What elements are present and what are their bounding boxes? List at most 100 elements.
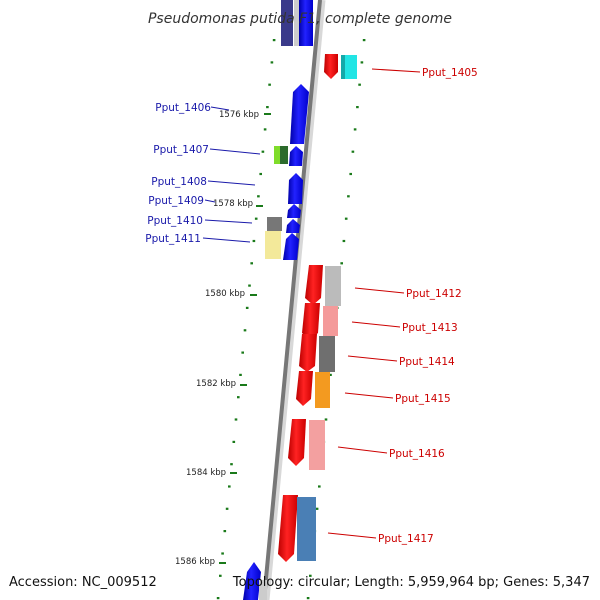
gene-block-bottom-partial <box>259 580 267 600</box>
gene-label-pput-1416: Pput_1416 <box>389 448 445 460</box>
gene-arrow-pput-1409 <box>287 204 301 218</box>
right-ring-dash <box>344 217 348 220</box>
right-ring-dash <box>340 262 343 265</box>
gene-arrow-pput-1414 <box>299 334 317 372</box>
left-ring-dash <box>219 574 222 577</box>
gene-label-pput-1406: Pput_1406 <box>155 102 211 114</box>
gene-block-pput-1407-green <box>274 146 280 164</box>
gene-arrow-bottom-partial <box>243 562 261 600</box>
accession-text: Accession: NC_009512 <box>9 575 157 590</box>
tick-label-1582: 1582 kbp <box>196 379 236 389</box>
left-ring-dash <box>268 83 271 86</box>
gene-block-pput-1410-grey <box>267 217 282 231</box>
gene-arrow-pput-1405 <box>324 54 338 79</box>
leader-pput-1406 <box>210 106 230 111</box>
left-ring-dash <box>254 217 258 220</box>
gene-arrow-pput-1412 <box>305 265 323 305</box>
map-title: Pseudomonas putida F1, complete genome <box>148 11 452 27</box>
gene-label-pput-1405: Pput_1405 <box>422 67 478 79</box>
left-ring-dash <box>263 128 267 131</box>
gene-block-pput-1405-cyan-dark <box>341 55 345 79</box>
topology-text: Topology: circular; Length: 5,959,964 bp… <box>232 575 590 590</box>
right-ring-dash <box>315 507 319 510</box>
right-ring-dash <box>351 150 355 153</box>
gene-label-pput-1410: Pput_1410 <box>147 215 203 227</box>
gene-arrow-pput-1417 <box>278 495 298 562</box>
left-ring-dash <box>248 284 251 287</box>
leader-pput-1413 <box>351 321 401 328</box>
left-ring-dash <box>225 507 229 510</box>
gene-label-pput-1413: Pput_1413 <box>402 322 458 334</box>
tick-label-1584: 1584 kbp <box>186 468 226 478</box>
leader-pput-1408 <box>207 180 256 186</box>
gene-top-partial-a <box>281 0 293 46</box>
left-ring-dash <box>237 396 240 399</box>
gene-arrow-pput-1410 <box>286 219 300 233</box>
right-ring-dash <box>306 597 310 600</box>
right-ring-dash <box>309 574 312 577</box>
gene-arrow-pput-1411 <box>283 233 299 260</box>
leader-pput-1411 <box>202 237 251 243</box>
leader-pput-1410 <box>204 219 253 224</box>
gene-block-pput-1412-grey <box>325 266 341 306</box>
left-ring-dash <box>243 329 247 332</box>
gene-label-pput-1415: Pput_1415 <box>395 393 451 405</box>
left-ring-dash <box>272 39 276 42</box>
gene-block-pput-1417-steel <box>297 497 316 561</box>
gene-arrow-pput-1407-blue <box>289 146 303 166</box>
gene-arrow-pput-1406 <box>290 84 309 144</box>
left-ring-dash <box>232 440 236 443</box>
leader-pput-1415 <box>344 392 394 399</box>
gene-label-pput-1407: Pput_1407 <box>153 144 209 156</box>
right-ring-dash <box>324 418 328 421</box>
gene-block-pput-1413-pink <box>323 306 338 336</box>
tick-label-1580: 1580 kbp <box>205 289 245 299</box>
right-ring-dash <box>349 172 352 176</box>
leader-pput-1417 <box>327 532 377 539</box>
leader-pput-1405 <box>371 68 421 73</box>
left-ring-dash <box>216 597 220 600</box>
left-ring-dash <box>259 172 262 176</box>
tick-label-1576: 1576 kbp <box>219 110 259 120</box>
gene-arrow-pput-1408 <box>288 173 303 204</box>
right-ring-dash <box>347 195 350 198</box>
leader-pput-1407 <box>209 148 261 155</box>
backbone <box>262 0 322 600</box>
leader-pput-1412 <box>354 287 405 294</box>
left-ring-dash <box>261 150 265 153</box>
gene-arrow-pput-1413 <box>302 303 320 340</box>
tick-label-1586: 1586 kbp <box>175 557 215 567</box>
gene-top-partial-c <box>299 0 313 46</box>
gene-block-pput-1411-yellow <box>265 231 281 259</box>
gene-arrow-pput-1416 <box>288 419 306 466</box>
dash-ring-left <box>216 39 276 600</box>
right-ring-dash <box>356 106 359 109</box>
gene-block-pput-1407-dark <box>280 146 288 164</box>
left-ring-dash <box>228 485 231 488</box>
leader-pput-1414 <box>347 355 398 362</box>
right-ring-dash <box>329 373 332 376</box>
right-ring-dash <box>353 128 357 131</box>
leader-pput-1416 <box>337 446 388 454</box>
left-ring-dash <box>221 552 224 555</box>
gene-label-pput-1409: Pput_1409 <box>148 195 204 207</box>
left-ring-dash <box>257 195 260 198</box>
left-ring-dash <box>250 262 253 265</box>
left-ring-dash <box>245 306 249 309</box>
gene-label-pput-1408: Pput_1408 <box>151 176 207 188</box>
gene-label-pput-1412: Pput_1412 <box>406 288 462 300</box>
right-ring-dash <box>318 485 321 488</box>
right-ring-dash <box>358 83 361 86</box>
gene-arrow-pput-1415 <box>296 371 313 406</box>
tick-label-1578: 1578 kbp <box>213 199 253 209</box>
left-ring-dash <box>230 463 233 466</box>
leader-pput-1409 <box>204 199 216 203</box>
left-ring-dash <box>239 373 242 376</box>
gene-label-pput-1411: Pput_1411 <box>145 233 201 245</box>
right-ring-dash <box>342 239 346 243</box>
left-ring-dash <box>270 61 274 64</box>
left-ring-dash <box>241 351 244 354</box>
gene-block-pput-1415-orange <box>315 372 330 408</box>
left-ring-dash <box>252 239 256 243</box>
